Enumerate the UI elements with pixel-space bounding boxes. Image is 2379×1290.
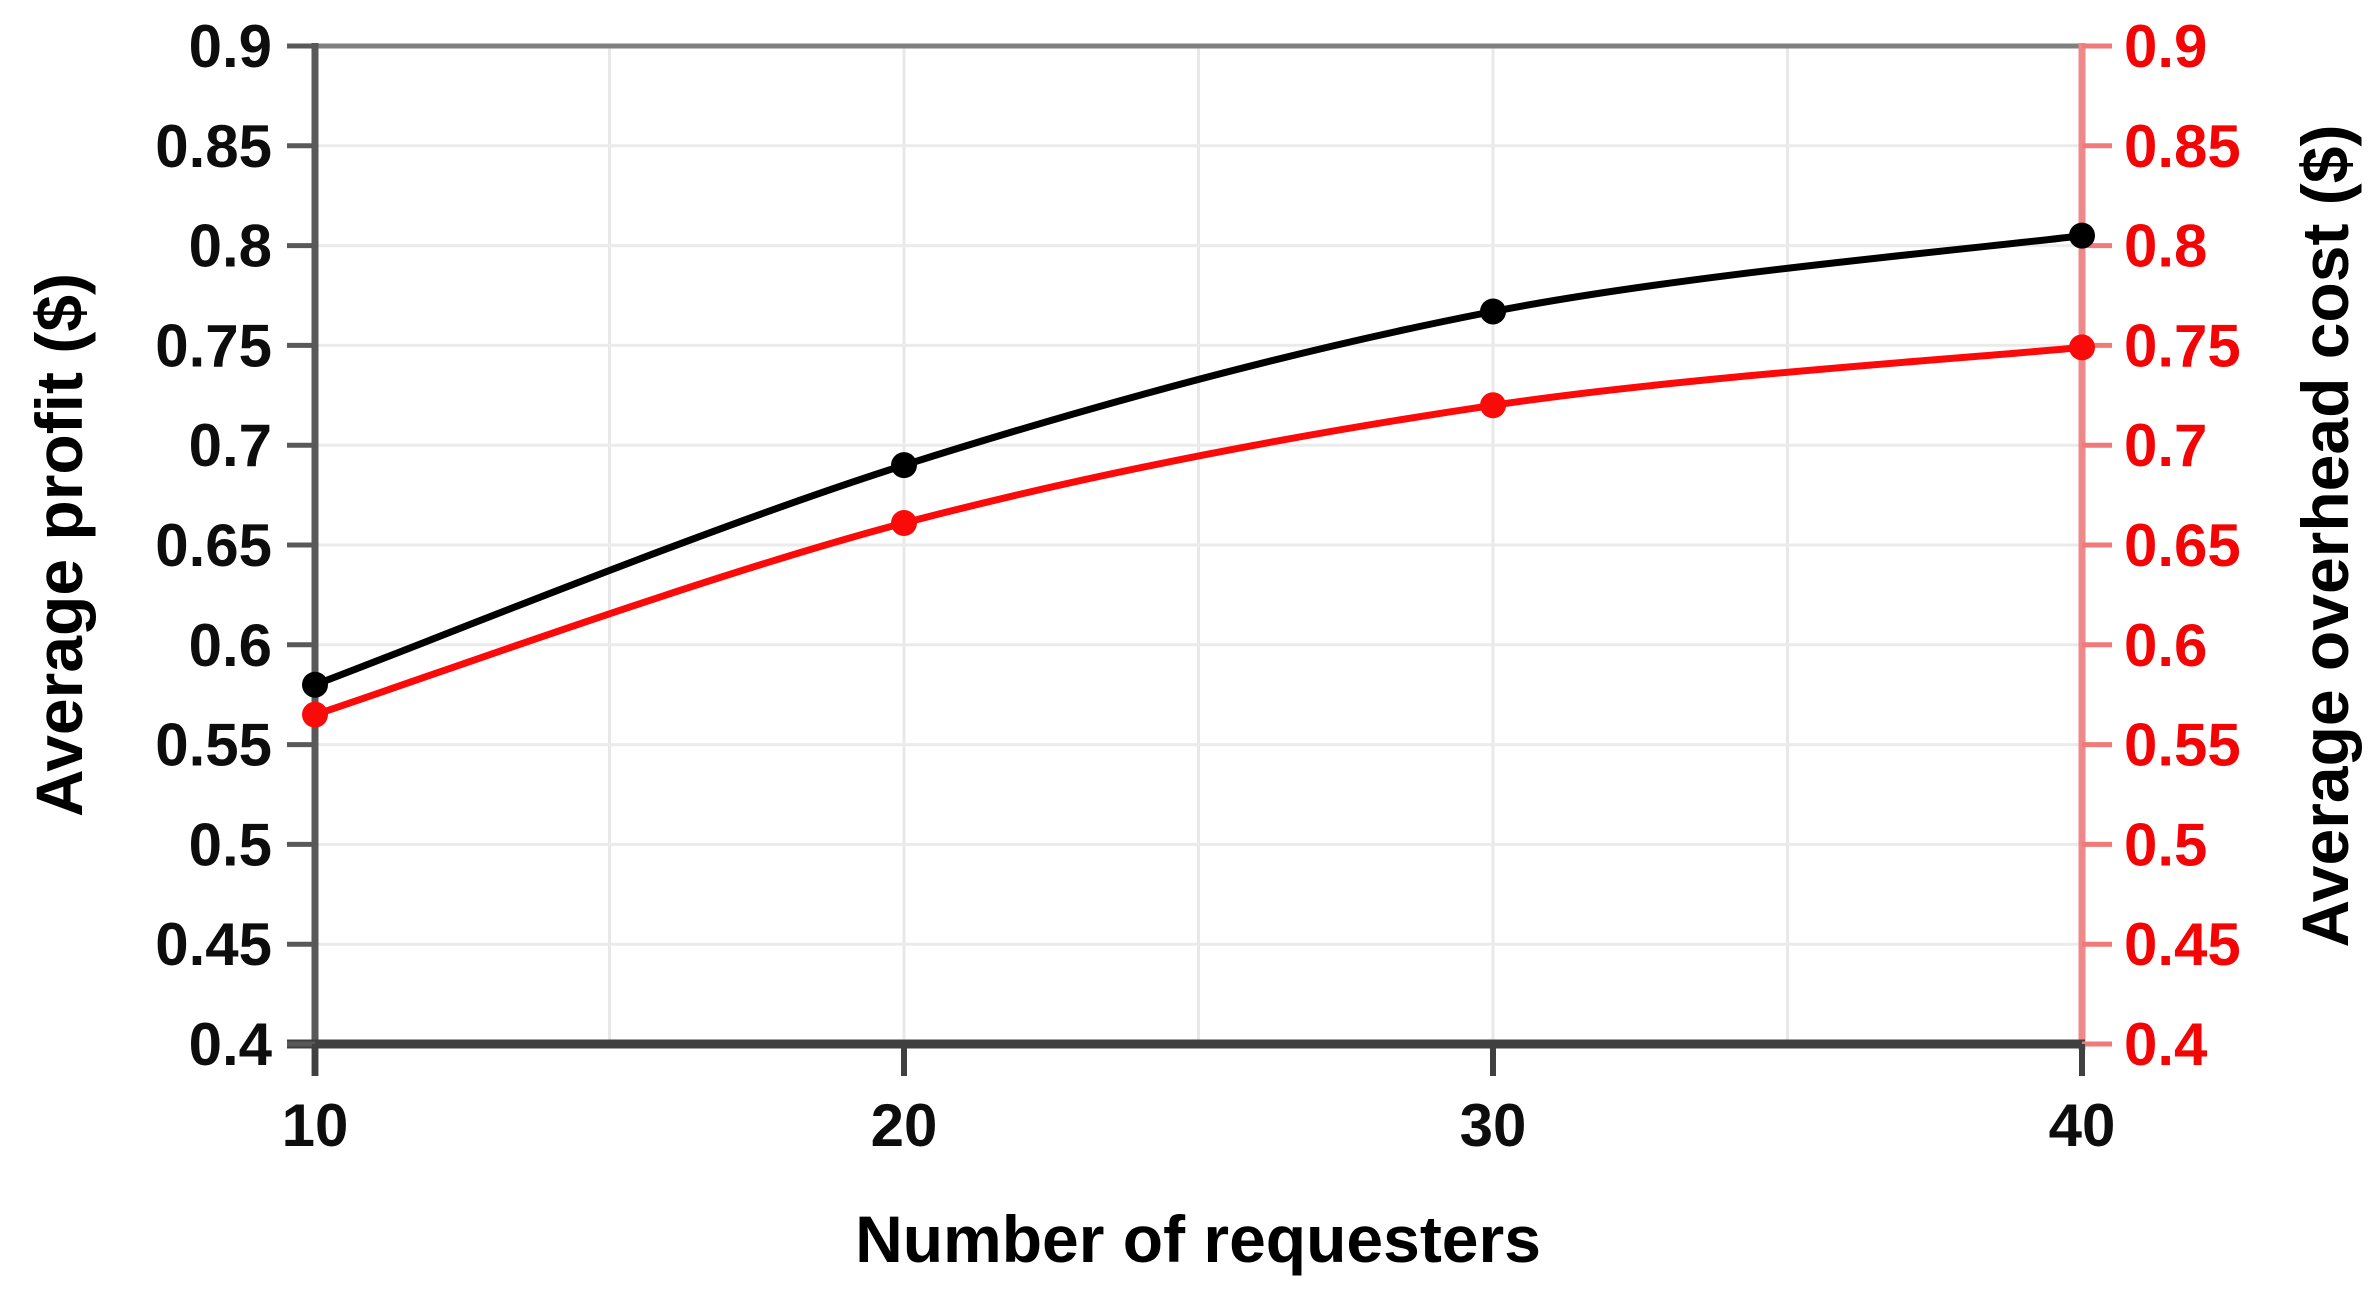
right-y-tick-label: 0.5 (2124, 811, 2207, 878)
right-y-tick-label: 0.7 (2124, 412, 2207, 479)
left-y-tick-label: 0.7 (189, 412, 272, 479)
left-y-tick-label: 0.55 (155, 712, 272, 779)
x-tick-label: 40 (2049, 1092, 2116, 1159)
data-point-marker-average-overhead-cost (2069, 334, 2095, 361)
left-y-tick-label: 0.8 (189, 213, 272, 280)
left-y-tick-label: 0.9 (189, 13, 272, 80)
left-y-tick-label: 0.85 (155, 113, 272, 180)
right-y-tick-label: 0.4 (2124, 1011, 2208, 1078)
right-y-tick-label: 0.55 (2124, 712, 2241, 779)
right-y-tick-label: 0.65 (2124, 512, 2241, 579)
data-point-marker-average-overhead-cost (302, 701, 328, 728)
data-point-marker-average-overhead-cost (1480, 392, 1506, 419)
left-y-tick-label: 0.75 (155, 312, 272, 379)
left-y-tick-label: 0.6 (189, 612, 272, 679)
right-y-tick-label: 0.6 (2124, 612, 2207, 679)
x-axis-title: Number of requesters (855, 1202, 1541, 1276)
chart-generated-layer: 0.9 0.9 0.85 0.85 0.8 0.8 0.75 0.75 0.7 0.7 0.65 0.… (155, 13, 2241, 1159)
data-point-marker-average-overhead-cost (891, 510, 917, 537)
left-y-tick-label: 0.4 (189, 1011, 273, 1078)
series-line-average-profit (311, 232, 2086, 689)
data-point-marker-average-profit (1480, 298, 1506, 325)
right-y-tick-label: 0.9 (2124, 13, 2207, 80)
right-y-tick-label: 0.85 (2124, 113, 2241, 180)
right-y-tick-label: 0.45 (2124, 911, 2241, 978)
data-point-marker-average-profit (302, 671, 328, 698)
x-tick-label: 30 (1460, 1092, 1527, 1159)
right-y-tick-label: 0.8 (2124, 213, 2207, 280)
right-y-axis-title: Average overhead cost ($) (2288, 125, 2362, 948)
data-point-marker-average-profit (891, 452, 917, 479)
left-y-tick-label: 0.65 (155, 512, 272, 579)
data-point-marker-average-profit (2069, 222, 2095, 249)
right-y-tick-label: 0.75 (2124, 312, 2241, 379)
x-tick-label: 20 (871, 1092, 938, 1159)
left-y-axis-title: Average profit ($) (22, 273, 96, 817)
left-y-tick-label: 0.5 (189, 811, 272, 878)
series-line-average-overhead-cost (311, 343, 2086, 719)
left-y-tick-label: 0.45 (155, 911, 272, 978)
x-tick-label: 10 (282, 1092, 349, 1159)
